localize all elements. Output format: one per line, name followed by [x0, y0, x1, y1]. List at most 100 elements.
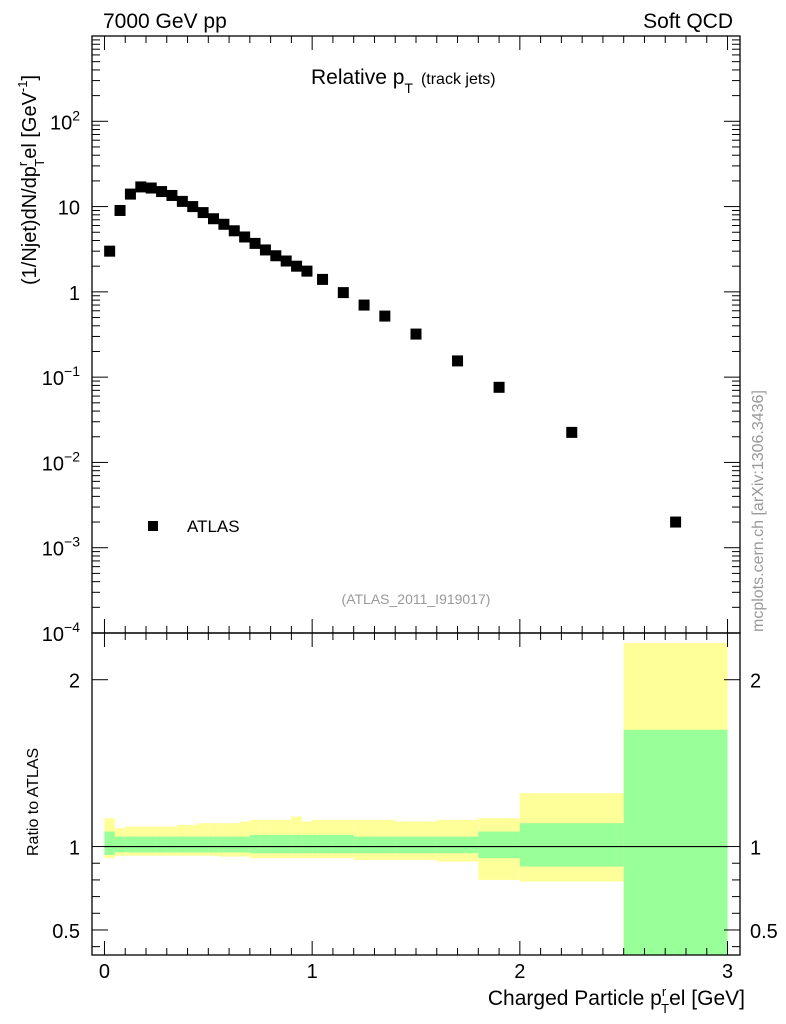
data-point — [280, 255, 292, 267]
ratio-y-tick-label-left: 0.5 — [52, 921, 80, 943]
data-point — [358, 299, 370, 311]
header-right: Soft QCD — [643, 10, 733, 33]
x-tick-label: 0 — [99, 961, 110, 983]
band-stat — [135, 836, 146, 853]
band-stat — [114, 836, 126, 853]
band-stat — [436, 836, 479, 854]
data-point — [104, 245, 116, 257]
band-stat — [312, 834, 333, 854]
band-stat — [374, 836, 396, 854]
band-stat — [270, 834, 281, 854]
data-point — [410, 328, 422, 340]
band-stat — [197, 836, 209, 853]
ylabel-c: ] — [19, 75, 41, 81]
band-stat — [395, 836, 437, 854]
xlabel-sup: r — [662, 984, 667, 999]
data-point — [135, 181, 147, 193]
xlabel-a: Charged Particle p — [488, 987, 662, 1010]
data-point — [145, 182, 157, 194]
data-point — [249, 237, 261, 249]
data-point — [176, 195, 188, 207]
band-stat — [166, 836, 178, 853]
data-point — [270, 250, 282, 262]
data-point — [124, 188, 136, 200]
ratio-plot: 0 1 2 3 0.5 0.5 1 1 2 2 — [52, 632, 778, 983]
data-point — [259, 244, 271, 256]
data-point — [197, 207, 209, 219]
y-tick-label: 1 — [69, 283, 80, 305]
data-point — [317, 273, 329, 285]
band-stat — [104, 831, 115, 855]
data-point — [670, 516, 682, 528]
ylabel-sup2: -1 — [15, 81, 30, 93]
x-tick-label: 3 — [722, 961, 733, 983]
main-plot-title: Relative pT (track jets) — [311, 66, 496, 96]
data-point — [114, 204, 126, 216]
title-sub: T — [404, 80, 413, 96]
band-stat — [281, 834, 292, 854]
band-stat — [353, 836, 375, 854]
ylabel-b: el [GeV — [19, 91, 41, 158]
ylabel-sub: T — [32, 159, 47, 167]
y-tick-label: 10−1 — [42, 363, 80, 390]
xlabel-b: el [GeV] — [669, 987, 745, 1010]
band-stat — [478, 831, 520, 859]
band-stat — [208, 836, 219, 853]
ratio-y-tick-label-right: 1 — [750, 838, 761, 860]
band-stat — [187, 836, 198, 853]
x-tick-label: 2 — [514, 961, 525, 983]
band-stat — [177, 836, 188, 853]
band-stat — [260, 834, 271, 854]
ylabel-a: (1/Njet)dN/dp — [19, 166, 41, 285]
legend-label: ATLAS — [187, 517, 240, 536]
data-point — [337, 287, 349, 299]
data-point — [566, 426, 578, 438]
ratio-y-tick-label-right: 0.5 — [750, 921, 778, 943]
header-left: 7000 GeV pp — [103, 10, 227, 33]
ratio-xlabel: Charged Particle pr Tel [GeV] — [488, 984, 745, 1016]
data-point — [452, 355, 464, 367]
data-point — [493, 381, 505, 393]
ratio-ylabel: Ratio to ATLAS — [25, 748, 42, 856]
band-stat — [146, 836, 157, 853]
watermark: mcplots.cern.ch [arXiv:1306.3436] — [750, 390, 767, 632]
data-point — [208, 213, 219, 225]
data-point — [379, 310, 391, 322]
band-stat — [623, 729, 728, 955]
ratio-y-tick-label-left: 1 — [69, 838, 80, 860]
data-point — [291, 260, 303, 272]
ratio-y-tick-label-right: 2 — [750, 671, 761, 693]
data-point — [228, 225, 240, 237]
band-stat — [125, 836, 136, 853]
y-tick-label: 10−4 — [42, 619, 80, 646]
y-tick-label: 10−2 — [42, 448, 80, 475]
main-plot: 10−4 10−3 10−2 10−1 1 10 102 — [42, 35, 741, 646]
band-stat — [249, 834, 261, 854]
title-main: Relative p — [311, 66, 404, 89]
data-point — [156, 186, 168, 198]
band-stat — [291, 834, 302, 854]
band-stat — [519, 823, 624, 867]
data-point — [239, 231, 251, 243]
band-stat — [156, 836, 167, 853]
title-note: (track jets) — [421, 71, 496, 88]
analysis-id: (ATLAS_2011_I919017) — [342, 591, 491, 607]
band-stat — [301, 834, 313, 854]
ylabel-sup: r — [15, 161, 30, 166]
y-tick-label: 10 — [58, 198, 80, 220]
band-stat — [239, 836, 250, 853]
main-ylabel: (1/Njet)dN/dpr Tel [GeV-1] — [15, 75, 47, 285]
band-stat — [332, 834, 354, 854]
y-tick-label: 102 — [50, 107, 80, 134]
x-tick-label: 1 — [307, 961, 318, 983]
data-point — [166, 189, 178, 201]
band-stat — [229, 836, 240, 853]
ratio-y-tick-label-left: 2 — [69, 671, 80, 693]
xlabel-sub: T — [661, 1001, 669, 1016]
data-point — [301, 265, 313, 277]
band-stat — [218, 836, 230, 853]
data-point — [187, 201, 199, 213]
data-point — [218, 218, 230, 230]
y-tick-label: 10−3 — [42, 534, 80, 561]
